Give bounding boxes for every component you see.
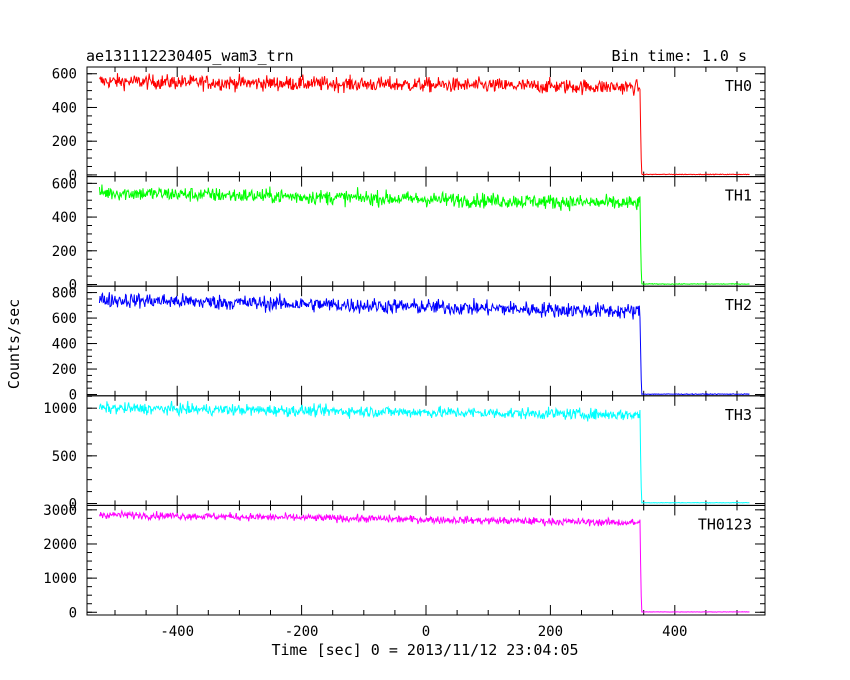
y-tick-label: 1000: [43, 401, 77, 417]
series-line-th1: [98, 184, 750, 286]
y-tick-label: 0: [69, 496, 77, 512]
bin-time-label: Bin time: 1.0 s: [612, 47, 747, 65]
series-line-th0123: [98, 509, 750, 613]
series-line-th3: [98, 400, 750, 504]
y-tick-label: 0: [69, 278, 77, 294]
x-tick-label: 200: [538, 624, 563, 640]
y-tick-label: 3000: [43, 503, 77, 519]
y-tick-label: 200: [52, 244, 77, 260]
y-axis-label: Counts/sec: [5, 299, 23, 389]
y-tick-label: 600: [52, 67, 77, 83]
series-name-th3: TH3: [725, 406, 752, 424]
series-line-th2: [98, 292, 750, 396]
y-tick-label: 800: [52, 286, 77, 302]
series-name-th2: TH2: [725, 296, 752, 314]
y-tick-label: 400: [52, 210, 77, 226]
x-tick-label: 0: [422, 624, 430, 640]
y-tick-label: 500: [52, 449, 77, 465]
y-tick-label: 600: [52, 311, 77, 327]
y-tick-label: 400: [52, 337, 77, 353]
x-axis-label: Time [sec] 0 = 2013/11/12 23:04:05: [271, 641, 578, 659]
y-tick-label: 200: [52, 362, 77, 378]
series-name-th0: TH0: [725, 77, 752, 95]
y-tick-label: 1000: [43, 571, 77, 587]
x-tick-label: -400: [160, 624, 194, 640]
x-tick-label: 400: [662, 624, 687, 640]
panel-frame-th0123: [86, 504, 766, 616]
chart-title: ae131112230405_wam3_trn: [86, 47, 294, 65]
y-tick-label: 0: [69, 605, 77, 621]
y-tick-label: 200: [52, 134, 77, 150]
panels-group: 0 200 400 600 TH0 0 200 400 600 TH1 0 200 400 600 800 T…: [43, 66, 766, 640]
series-name-th1: TH1: [725, 187, 752, 205]
y-tick-label: 0: [69, 388, 77, 404]
y-tick-label: 2000: [43, 537, 77, 553]
series-name-th0123: TH0123: [698, 515, 752, 533]
y-tick-label: 400: [52, 100, 77, 116]
y-tick-label: 600: [52, 176, 77, 192]
x-tick-label: -200: [285, 624, 319, 640]
series-line-th0: [99, 73, 750, 176]
y-tick-label: 0: [69, 168, 77, 184]
